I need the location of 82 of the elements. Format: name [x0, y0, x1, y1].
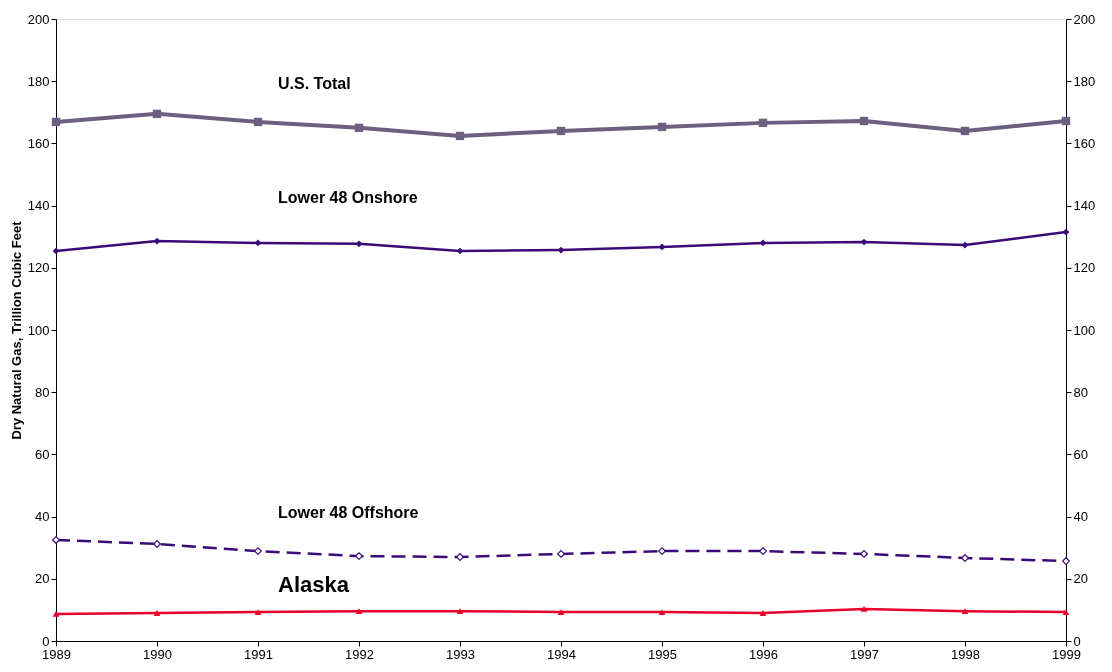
y-tick-label: 60	[35, 446, 50, 462]
series-label: Lower 48 Offshore	[278, 504, 419, 522]
y-tick-label: 120	[27, 260, 50, 276]
y-tick-label: 180	[27, 73, 50, 89]
y-tick-label: 40	[35, 509, 50, 525]
y2-tick-label: 180	[1073, 73, 1096, 89]
point	[758, 118, 768, 128]
y2-tick-label: 120	[1073, 260, 1096, 276]
point	[51, 117, 61, 127]
y-tick-label: 160	[27, 135, 50, 151]
x-tick-label: 1994	[547, 646, 576, 662]
point	[557, 609, 565, 615]
point	[355, 608, 363, 615]
x-tick-label: 1995	[648, 646, 677, 662]
point	[456, 553, 464, 561]
point	[1062, 609, 1070, 615]
point	[658, 609, 666, 615]
point	[1062, 557, 1070, 566]
point	[557, 549, 565, 558]
point	[961, 554, 969, 562]
y-tick-label: 200	[27, 11, 50, 27]
point	[860, 549, 868, 558]
series-label: U.S. Total	[278, 74, 351, 92]
point	[254, 239, 262, 247]
y2-tick-label: 160	[1073, 135, 1096, 151]
point	[860, 606, 868, 612]
point	[52, 535, 60, 544]
point	[456, 608, 464, 615]
point	[557, 246, 565, 254]
x-tick-label: 1993	[446, 646, 475, 662]
x-tick-label: 1997	[850, 646, 879, 662]
point	[658, 547, 666, 556]
y2-tick-label: 0	[1073, 633, 1081, 649]
y2-tick-label: 80	[1073, 384, 1088, 400]
y2-tick-label: 140	[1073, 198, 1096, 214]
point	[556, 126, 566, 136]
point	[254, 609, 262, 615]
point	[355, 240, 363, 248]
y-axis-title: Dry Natural Gas, Trillion Cubic Feet	[8, 220, 24, 440]
point	[354, 123, 364, 133]
point	[455, 131, 465, 141]
point	[52, 611, 60, 617]
x-tick-label: 1991	[244, 646, 273, 662]
point	[960, 126, 970, 136]
y-tick-label: 20	[35, 571, 50, 587]
point	[657, 122, 667, 132]
x-tick-label: 1999	[1052, 646, 1081, 662]
point	[961, 241, 969, 249]
y-tick-label: 100	[27, 322, 50, 338]
point	[153, 237, 161, 245]
series-label: Alaska	[278, 572, 350, 598]
point	[152, 109, 162, 119]
point	[254, 547, 262, 556]
point	[253, 117, 263, 127]
x-tick-label: 1996	[749, 646, 778, 662]
point	[52, 247, 60, 255]
point	[961, 608, 969, 615]
point	[859, 116, 869, 126]
x-tick-label: 1998	[951, 646, 980, 662]
point	[1061, 116, 1071, 126]
point	[759, 239, 767, 247]
y-tick-label: 80	[35, 384, 50, 400]
point	[1062, 228, 1070, 236]
point	[355, 552, 363, 561]
y2-tick-label: 200	[1073, 11, 1096, 27]
y2-tick-label: 40	[1073, 509, 1088, 525]
point	[153, 540, 161, 548]
x-tick-label: 1990	[143, 646, 172, 662]
point	[658, 243, 666, 251]
y2-tick-label: 20	[1073, 571, 1088, 587]
point	[759, 610, 767, 616]
y2-tick-label: 100	[1073, 322, 1096, 338]
y-tick-label: 0	[42, 633, 50, 649]
point	[153, 610, 161, 616]
x-tick-label: 1989	[42, 646, 71, 662]
point	[456, 247, 464, 255]
point	[860, 238, 868, 246]
y-tick-label: 140	[27, 198, 50, 214]
point	[759, 547, 767, 556]
text: Lower 48 Onshore	[278, 188, 418, 206]
y2-tick-label: 60	[1073, 446, 1088, 462]
x-tick-label: 1992	[345, 646, 374, 662]
